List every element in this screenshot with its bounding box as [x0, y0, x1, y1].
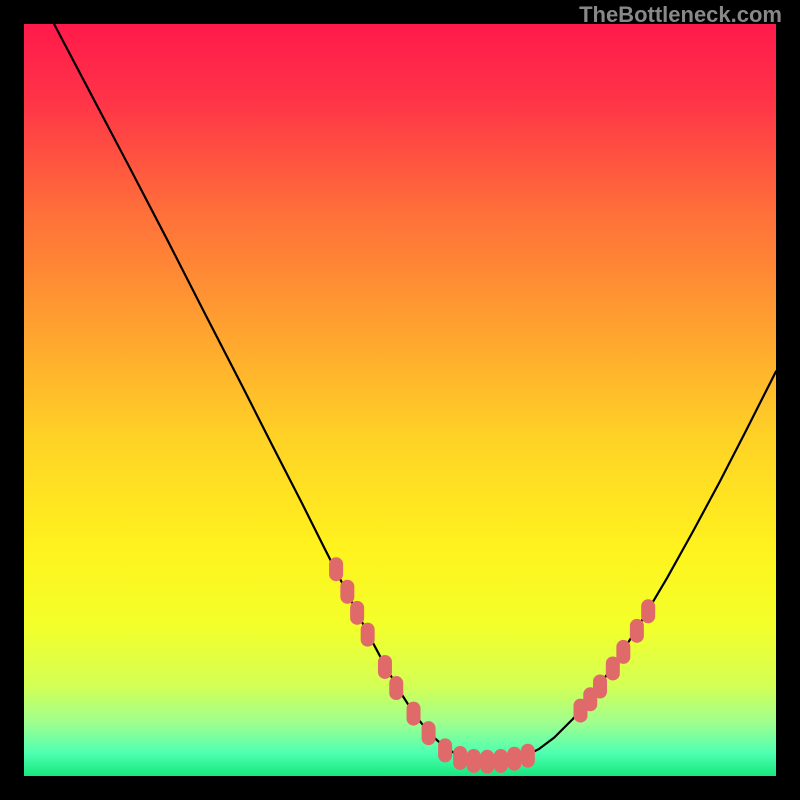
overlay-marker [507, 747, 521, 771]
overlay-marker [480, 750, 494, 774]
overlay-marker [340, 580, 354, 604]
overlay-marker [438, 738, 452, 762]
overlay-marker [389, 676, 403, 700]
overlay-marker [616, 640, 630, 664]
overlay-marker [361, 623, 375, 647]
overlay-marker [494, 749, 508, 773]
overlay-marker [422, 721, 436, 745]
overlay-marker [467, 749, 481, 773]
overlay-marker [641, 599, 655, 623]
overlay-marker [521, 744, 535, 768]
overlay-marker [453, 746, 467, 770]
overlay-marker [350, 601, 364, 625]
overlay-marker [630, 619, 644, 643]
overlay-marker [329, 557, 343, 581]
curve-layer [24, 24, 776, 776]
overlay-marker [407, 702, 421, 726]
plot-area [24, 24, 776, 776]
watermark-text: TheBottleneck.com [579, 2, 782, 28]
overlay-marker [378, 655, 392, 679]
bottleneck-curve [54, 24, 776, 762]
overlay-marker [593, 675, 607, 699]
